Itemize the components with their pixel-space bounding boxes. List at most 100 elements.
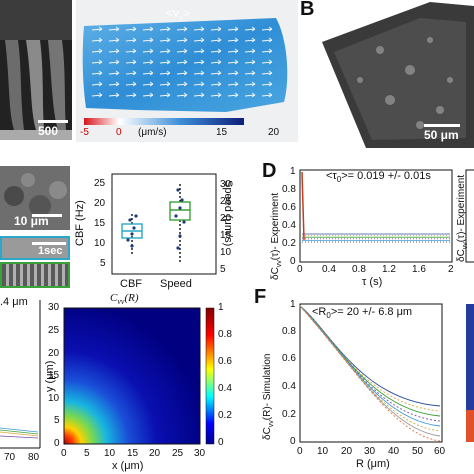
- velocity-arrow: [125, 48, 137, 54]
- panel-d-frame: [299, 169, 453, 263]
- boxplot-right-tick: 15: [220, 230, 232, 241]
- heatmap-frame: [63, 307, 201, 445]
- boxplot-ylabel-left: CBF (Hz): [74, 200, 86, 246]
- panel-f-xtick: 10: [317, 446, 329, 457]
- velocity-arrow: [125, 26, 137, 32]
- panel-c-texture: [0, 166, 70, 230]
- velocity-arrow: [261, 81, 273, 87]
- velocity-arrow: [261, 48, 273, 54]
- panel-label-f: F: [254, 286, 267, 308]
- kymo-bar: [32, 242, 66, 245]
- heatmap-title: Cvv(R): [110, 292, 139, 307]
- velocity-arrow: [210, 70, 222, 76]
- velocity-arrow: [159, 59, 171, 65]
- panel-f-ytick: 0.8: [282, 326, 296, 337]
- panel-f-colorbar-low: [466, 410, 474, 442]
- heatmap-cbar-tick: 0.6: [218, 356, 232, 367]
- velocity-field-region: [82, 18, 288, 112]
- panel-d-xtick: 1.6: [412, 264, 426, 275]
- boxplot-frame: [111, 173, 217, 275]
- boxplot-points: [126, 188, 186, 250]
- velocity-arrow: [193, 48, 205, 54]
- boxplot-right-tick: 30: [220, 179, 232, 190]
- velocity-arrow: [159, 37, 171, 43]
- heatmap-xtick: 5: [84, 448, 90, 459]
- velocity-arrow: [210, 37, 222, 43]
- velocity-arrow: [244, 37, 256, 43]
- boxplot-right-tick: 20: [220, 213, 232, 224]
- velocity-arrow: [159, 26, 171, 32]
- velocity-arrow: [125, 70, 137, 76]
- panel-d-xtick: 0: [297, 264, 303, 275]
- panel-f-ytick: 0.6: [282, 353, 296, 364]
- velocity-arrow: [244, 81, 256, 87]
- panel-f-ytick: 1: [290, 299, 296, 310]
- velocity-cbar-tick: -5: [80, 127, 89, 138]
- velocity-arrow: [176, 70, 188, 76]
- velocity-arrow: [261, 92, 273, 98]
- velocity-arrow: [176, 59, 188, 65]
- cbf-speed-boxplot: [111, 173, 217, 275]
- velocity-arrow: [261, 59, 273, 65]
- velocity-arrow: [91, 26, 103, 32]
- velocity-arrow: [91, 70, 103, 76]
- panel-d-decay-line: [301, 171, 305, 241]
- panel-e-partial-axis: [0, 300, 41, 449]
- panel-f-frame: [299, 303, 443, 443]
- velocity-arrow: [108, 48, 120, 54]
- panel-label-b: B: [300, 0, 315, 20]
- heatmap-cbar-tick: 0.2: [218, 410, 232, 421]
- velocity-arrow: [210, 48, 222, 54]
- velocity-arrow: [176, 48, 188, 54]
- panel-d-ytick: 0.6: [282, 202, 296, 213]
- velocity-arrow: [261, 37, 273, 43]
- panel-f-ylabel: δCvv(R)- Simulation: [262, 353, 275, 440]
- panel-f-plot: [299, 303, 474, 443]
- panel-f-ytick: 0.2: [282, 409, 296, 420]
- boxplot-left-tick: 25: [94, 178, 106, 189]
- panel-a-texture: [0, 0, 72, 140]
- panel-d-right-frame: [465, 169, 474, 263]
- heatmap-ytick: 10: [48, 393, 60, 404]
- velocity-arrow: [142, 26, 154, 32]
- velocity-arrow: [142, 37, 154, 43]
- velocity-arrow: [193, 37, 205, 43]
- panel-f-xlabel: R (μm): [356, 458, 390, 470]
- panel-f-series-curve: [299, 305, 441, 412]
- velocity-arrow: [142, 92, 154, 98]
- panel-d-xtick: 1.2: [382, 264, 396, 275]
- velocity-arrow: [210, 59, 222, 65]
- scale-bar-label: 500 μm: [38, 124, 59, 140]
- velocity-arrow: [244, 26, 256, 32]
- boxplot-right-tick: 25: [220, 196, 232, 207]
- velocity-arrow: [91, 59, 103, 65]
- velocity-map-title: <vx>: [166, 6, 191, 23]
- heatmap-ytick: 20: [48, 348, 60, 359]
- panel-d-xtick: 2: [448, 264, 454, 275]
- heatmap-xtick: 10: [104, 448, 116, 459]
- velocity-arrow: [125, 37, 137, 43]
- velocity-arrow: [125, 59, 137, 65]
- panel-f-series: [299, 305, 441, 442]
- boxplot-left-tick: 5: [100, 258, 106, 269]
- velocity-arrow: [227, 81, 239, 87]
- panel-f-series-curve: [299, 305, 441, 432]
- heatmap-ytick: 25: [48, 325, 60, 336]
- scale-bar: [38, 120, 68, 123]
- speed-box: [169, 182, 191, 264]
- panel-d-xtick: 0.4: [322, 264, 336, 275]
- heatmap-xtick: 0: [61, 448, 67, 459]
- velocity-arrow: [108, 92, 120, 98]
- velocity-cbar-tick: 15: [216, 127, 228, 138]
- panel-f-series-curve: [299, 305, 441, 407]
- heatmap-field: [64, 308, 200, 444]
- velocity-arrow: [244, 92, 256, 98]
- kymo-label: 1sec: [38, 245, 63, 257]
- panel-d-ytick: 0.2: [282, 238, 296, 249]
- velocity-map-panel: <vx> -5 0 (μm/s) 15 20: [76, 0, 298, 142]
- boxplot-category: CBF: [120, 278, 142, 290]
- velocity-arrow: [108, 59, 120, 65]
- scale-bar-label: 10 μm: [14, 214, 49, 228]
- panel-e-partial-text: .4 μm: [0, 296, 28, 308]
- velocity-arrow: [227, 92, 239, 98]
